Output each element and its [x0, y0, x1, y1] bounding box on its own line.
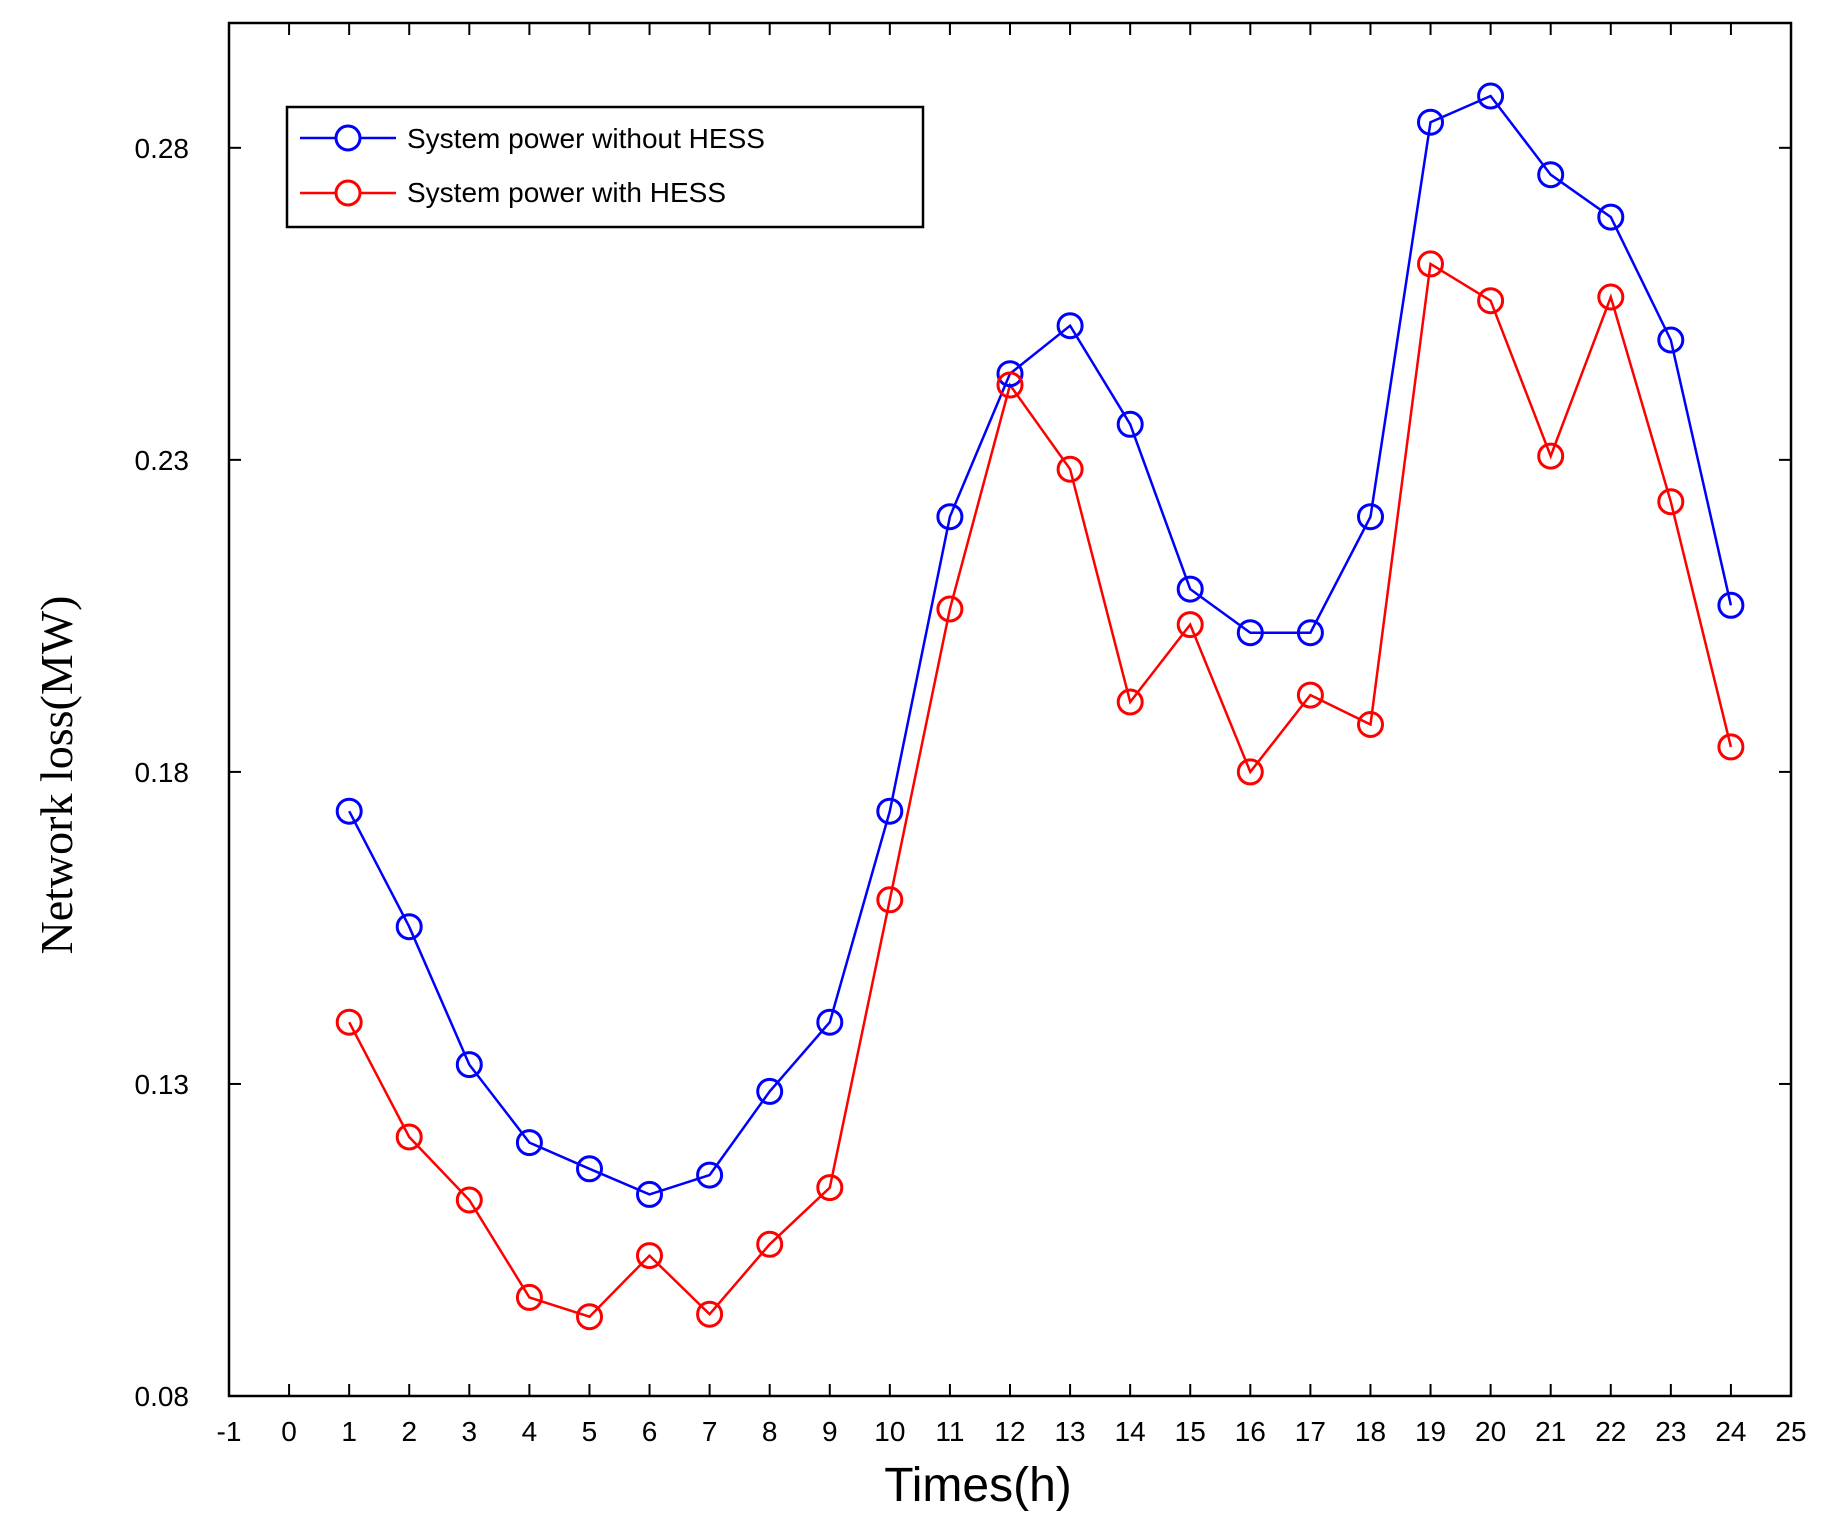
legend-label-without-hess: System power without HESS: [407, 123, 765, 154]
x-tick-label: 9: [822, 1416, 838, 1447]
series-0-point: [1176, 575, 1204, 603]
series-0-point: [515, 1129, 543, 1157]
series-0-point: [876, 797, 904, 825]
x-tick-label: 4: [522, 1416, 538, 1447]
legend-entry-with-hess: System power with HESS: [300, 177, 726, 208]
x-axis-title: Times(h): [884, 1459, 1072, 1512]
legend: System power without HESS System power w…: [285, 105, 925, 229]
x-tick-label: 11: [935, 1416, 964, 1447]
legend-marker-without-hess: [334, 124, 362, 152]
series-1-point: [1717, 733, 1745, 761]
x-tick-label: 20: [1475, 1416, 1506, 1447]
series-1-point: [1236, 758, 1264, 786]
series-1-point: [395, 1123, 423, 1151]
series-0-point: [455, 1051, 483, 1079]
x-tick-label: 16: [1235, 1416, 1266, 1447]
series-1-point: [1056, 455, 1084, 483]
x-tick-label: 19: [1415, 1416, 1446, 1447]
y-tick-label: 0.08: [135, 1381, 190, 1412]
y-tick-label: 0.13: [135, 1069, 190, 1100]
series-0-point: [335, 797, 363, 825]
series-1-point: [515, 1283, 543, 1311]
x-tick-label: 17: [1295, 1416, 1326, 1447]
series-1-point: [1537, 442, 1565, 470]
y-tick-label: 0.28: [135, 133, 190, 164]
x-tick-label: 25: [1775, 1416, 1806, 1447]
x-tick-label: 12: [994, 1416, 1025, 1447]
y-tick-label: 0.23: [135, 445, 190, 476]
ticks-layer: -1 0 1 2 3 4 5 6 7 8 9 10 11 12 13 14 15 16 17 18 19 20 21 22 23…: [135, 23, 1807, 1447]
series-1-point: [455, 1186, 483, 1214]
series-1-point: [1176, 611, 1204, 639]
x-tick-label: 10: [874, 1416, 905, 1447]
series-1-point: [996, 371, 1024, 399]
series-0-point: [636, 1180, 663, 1208]
x-tick-label: 14: [1115, 1416, 1146, 1447]
x-tick-label: 21: [1535, 1416, 1566, 1447]
legend-marker-with-hess: [334, 179, 362, 207]
series-1-point: [756, 1230, 784, 1258]
series-0-point: [816, 1008, 844, 1036]
legend-entry-without-hess: System power without HESS: [300, 123, 765, 154]
series-0-point: [1357, 503, 1384, 531]
series-1-point: [1357, 711, 1384, 738]
series-1-point: [335, 1008, 363, 1036]
x-tick-label: 15: [1175, 1416, 1206, 1447]
series-1-point: [1657, 488, 1685, 516]
series-0-point: [1296, 619, 1324, 647]
series-1-point: [576, 1303, 603, 1331]
y-axis-title: Network loss(MW): [31, 596, 82, 955]
series-0-point: [1116, 410, 1144, 438]
series-0-point: [936, 503, 964, 531]
x-tick-label: 18: [1355, 1416, 1386, 1447]
x-tick-label: 23: [1655, 1416, 1686, 1447]
series-1-point: [696, 1300, 724, 1328]
x-tick-label: -1: [217, 1416, 242, 1447]
series-0-point: [1056, 312, 1084, 340]
series-0-point: [1477, 82, 1505, 110]
series-1-point: [876, 886, 904, 914]
series-0-point: [1537, 161, 1565, 189]
series-0-point: [576, 1155, 603, 1183]
series-0-point: [996, 360, 1024, 388]
series-0-point: [1657, 326, 1685, 354]
series-0-point: [1417, 108, 1444, 136]
x-tick-label: 1: [341, 1416, 357, 1447]
x-tick-label: 22: [1595, 1416, 1626, 1447]
series-1-point: [636, 1242, 663, 1270]
x-tick-label: 0: [281, 1416, 297, 1447]
series-1-point: [1477, 287, 1505, 315]
series-0-point: [756, 1077, 784, 1105]
legend-box: [285, 105, 925, 229]
series-0-point: [1597, 203, 1625, 231]
y-tick-label: 0.18: [135, 757, 190, 788]
x-tick-label: 6: [642, 1416, 658, 1447]
x-tick-label: 7: [702, 1416, 718, 1447]
series-1-point: [1417, 250, 1444, 278]
plot-area: [227, 21, 1793, 1398]
x-tick-label: 3: [462, 1416, 478, 1447]
series-1-point: [1296, 681, 1324, 709]
x-tick-label: 8: [762, 1416, 778, 1447]
series-0-point: [696, 1161, 724, 1189]
legend-label-with-hess: System power with HESS: [407, 177, 726, 208]
x-tick-label: 24: [1715, 1416, 1746, 1447]
series-0-point: [395, 913, 423, 941]
x-tick-label: 5: [582, 1416, 598, 1447]
series-0-point: [1717, 591, 1745, 619]
series-0-point: [1236, 619, 1264, 647]
x-tick-label: 13: [1054, 1416, 1085, 1447]
series-1-point: [1597, 283, 1625, 311]
series-1-point: [816, 1174, 844, 1202]
series-1-point: [936, 595, 964, 623]
series-1-point: [1116, 688, 1144, 716]
series-layer: [335, 82, 1745, 1331]
x-tick-label: 2: [401, 1416, 417, 1447]
series-line-1: [348, 261, 1733, 1319]
